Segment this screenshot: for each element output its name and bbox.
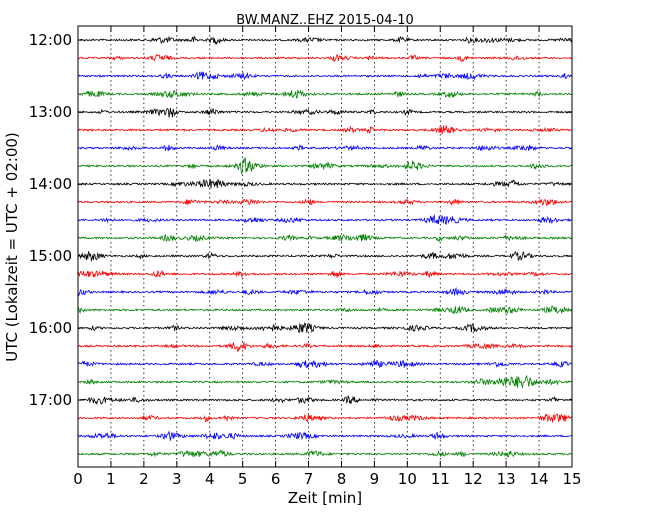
- x-tick-label: 5: [238, 470, 248, 488]
- x-tick-label: 9: [370, 470, 380, 488]
- x-tick-labels: 0 1 2 3 4 5 6 7 8 9 10 11 12 13 14 15: [73, 470, 581, 488]
- trace-1715: [77, 413, 572, 423]
- y-tick-label: 15:00: [29, 247, 72, 265]
- trace-1615: [77, 341, 572, 352]
- trace-1400: [77, 178, 572, 189]
- y-tick-label: 16:00: [29, 319, 72, 337]
- x-tick-label: 7: [304, 470, 314, 488]
- plot-frame: [77, 25, 573, 468]
- x-tick-label: 0: [73, 470, 83, 488]
- trace-1600: [77, 322, 572, 334]
- grid-lines: [110, 26, 540, 467]
- trace-1330: [77, 143, 572, 152]
- trace-1415: [77, 198, 572, 207]
- trace-1630: [77, 359, 572, 369]
- trace-1645: [77, 374, 572, 389]
- x-axis-label: Zeit [min]: [288, 489, 362, 507]
- trace-1700: [77, 394, 572, 406]
- trace-1445: [77, 233, 572, 243]
- y-tick-label: 17:00: [29, 391, 72, 409]
- y-tick-label: 14:00: [29, 175, 72, 193]
- x-tick-label: 1: [106, 470, 116, 488]
- trace-1345: [77, 156, 572, 175]
- trace-1215: [77, 53, 572, 63]
- y-tick-label: 13:00: [29, 103, 72, 121]
- x-tick-label: 4: [205, 470, 215, 488]
- x-tick-label: 6: [271, 470, 281, 488]
- x-tick-label: 10: [398, 470, 417, 488]
- axis-ticks: [77, 26, 573, 467]
- trace-1545: [77, 305, 572, 315]
- x-tick-label: 3: [172, 470, 182, 488]
- y-tick-label: 12:00: [29, 31, 72, 49]
- trace-1500: [77, 250, 572, 263]
- x-tick-label: 13: [497, 470, 516, 488]
- trace-1300: [77, 107, 572, 118]
- x-tick-label: 14: [530, 470, 549, 488]
- x-tick-label: 2: [139, 470, 149, 488]
- y-axis-label: UTC (Lokalzeit = UTC + 02:00): [3, 132, 21, 362]
- chart-title: BW.MANZ..EHZ 2015-04-10: [236, 13, 414, 28]
- trace-1315: [77, 125, 572, 136]
- trace-1745: [77, 449, 572, 458]
- x-tick-label: 15: [562, 470, 581, 488]
- trace-1230: [77, 71, 572, 81]
- trace-1530: [77, 286, 572, 297]
- x-tick-label: 8: [337, 470, 347, 488]
- x-tick-label: 12: [464, 470, 483, 488]
- trace-1730: [77, 430, 572, 441]
- trace-group: [77, 35, 572, 458]
- trace-1200: [77, 35, 572, 46]
- y-tick-labels: 12:00 13:00 14:00 15:00 16:00 17:00: [29, 31, 72, 409]
- x-tick-label: 11: [431, 470, 450, 488]
- trace-1430: [77, 213, 572, 225]
- trace-1515: [77, 269, 572, 279]
- trace-1245: [77, 89, 572, 99]
